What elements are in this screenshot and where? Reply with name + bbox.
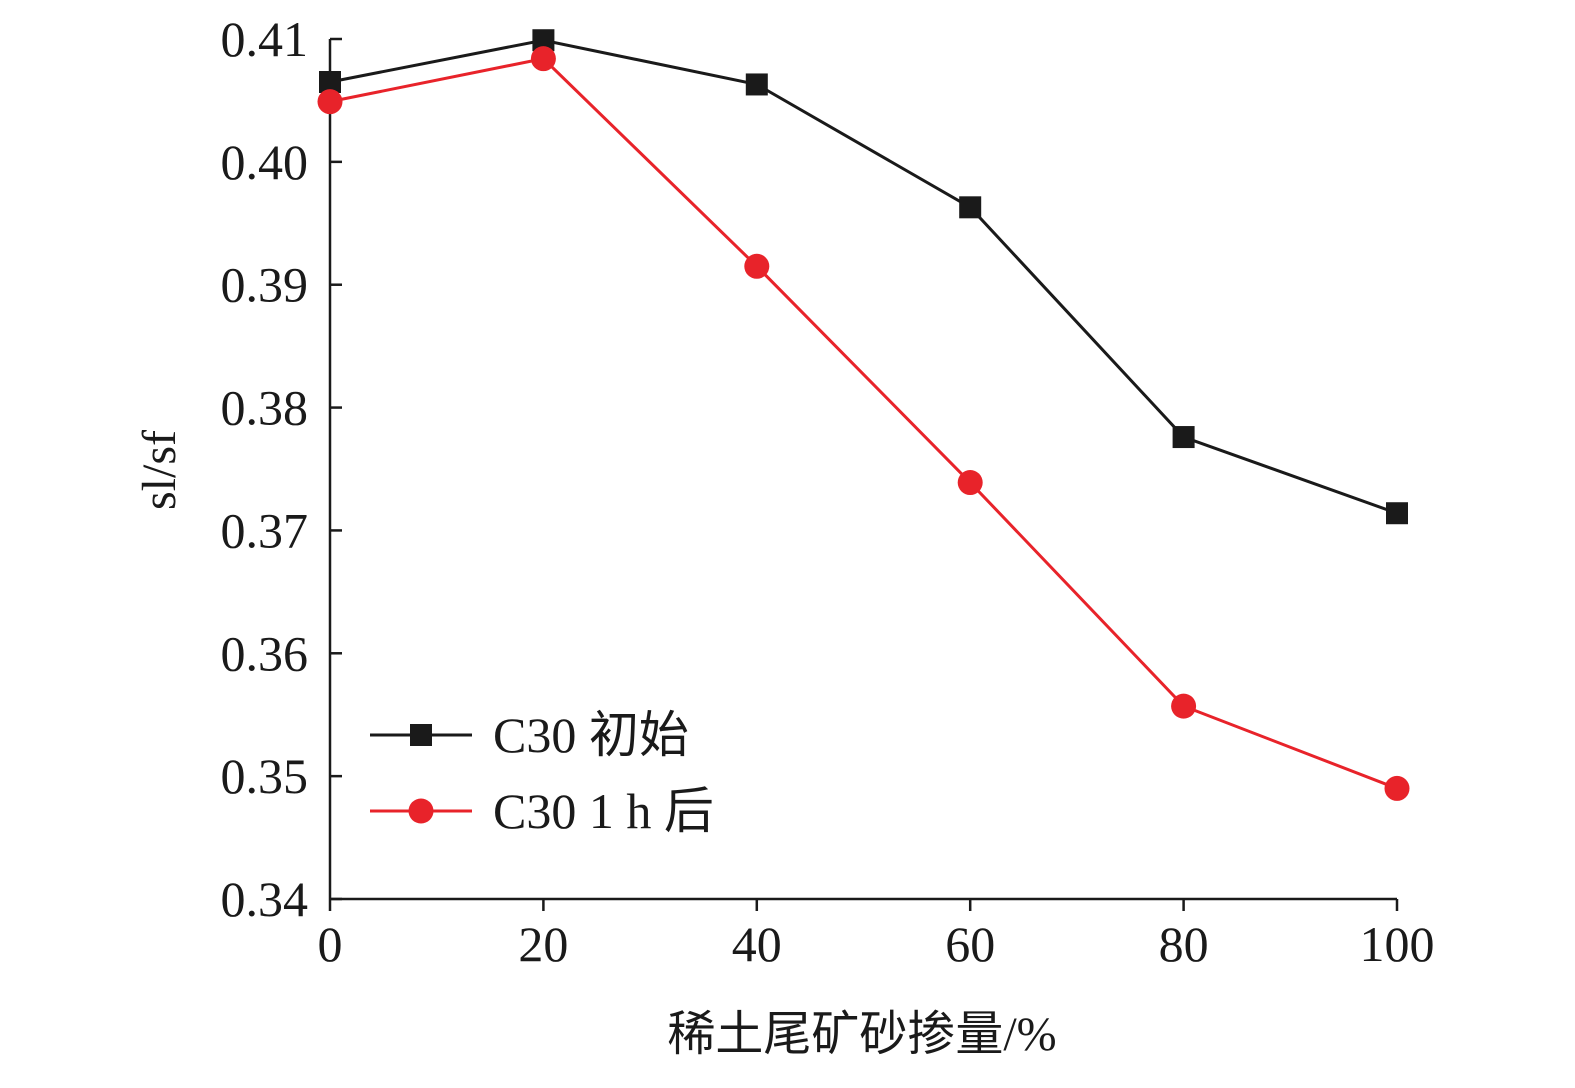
series-1	[319, 29, 1408, 525]
x-tick-label: 100	[1360, 916, 1435, 972]
data-point-square	[319, 71, 341, 93]
y-tick-label: 0.41	[221, 11, 309, 67]
legend-label: C30 初始	[493, 707, 689, 763]
data-point-square	[745, 73, 768, 96]
legend-label: C30 1 h 后	[493, 783, 714, 839]
legend-marker-circle	[408, 798, 434, 824]
x-tick-label: 20	[518, 916, 568, 972]
x-tick-label: 80	[1159, 916, 1209, 972]
data-point-square	[532, 29, 555, 52]
legend-entry-1: C30 初始	[370, 707, 689, 763]
x-tick-label: 0	[318, 916, 343, 972]
y-tick-label: 0.36	[221, 625, 309, 681]
data-point-square	[959, 196, 982, 219]
data-point-circle	[744, 253, 770, 279]
series-line	[329, 57, 1398, 790]
y-tick-label: 0.34	[221, 871, 309, 927]
data-point-square	[1172, 426, 1195, 449]
y-axis-title: sl/sf	[133, 430, 186, 510]
data-point-circle	[957, 470, 983, 496]
axes: 0 20 40 60 80 100 0.34 0.35 0.36 0.37 0.38 0.39 0.40…	[221, 11, 1435, 972]
y-tick-label: 0.35	[221, 748, 309, 804]
series-line	[329, 38, 1398, 515]
x-tick-label: 60	[945, 916, 995, 972]
series-2	[317, 46, 1410, 801]
y-tick-label: 0.38	[221, 380, 309, 436]
legend: C30 初始 C30 1 h 后	[370, 707, 714, 839]
y-tick-label: 0.39	[221, 257, 309, 313]
y-tick-label: 0.40	[221, 134, 309, 190]
x-axis-title: 稀土尾矿砂掺量/%	[667, 1008, 1056, 1061]
data-point-circle	[1384, 775, 1410, 801]
data-point-circle	[317, 89, 343, 115]
x-tick-label: 40	[732, 916, 782, 972]
y-tick-label: 0.37	[221, 502, 309, 558]
data-point-circle	[1171, 693, 1197, 719]
data-point-circle	[530, 46, 556, 72]
legend-marker-square	[410, 724, 432, 746]
series-layer	[317, 29, 1410, 801]
legend-entry-2: C30 1 h 后	[370, 783, 714, 839]
data-point-square	[1386, 502, 1408, 525]
